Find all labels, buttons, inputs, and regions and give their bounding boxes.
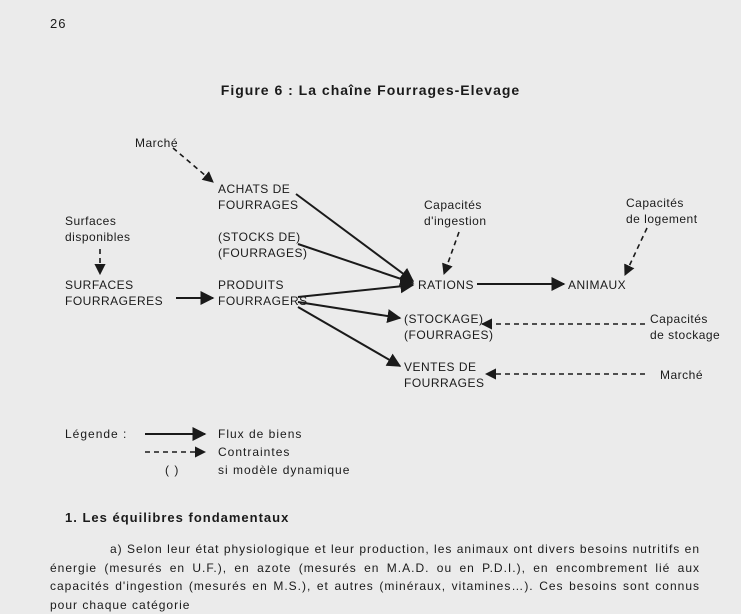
section-heading: 1. Les équilibres fondamentaux [65, 510, 289, 525]
edge-produits_fourragers-rations [298, 285, 413, 297]
legend-dyn-symbol: ( ) [165, 463, 179, 477]
legend-contraintes: Contraintes [218, 445, 290, 459]
page: 26 Figure 6 : La chaîne Fourrages-Elevag… [0, 0, 741, 614]
edge-marche_top-achats [173, 148, 213, 182]
body-paragraph: a) Selon leur état physiologique et leur… [50, 540, 700, 614]
edge-capacites_ingestion-rations [444, 232, 459, 274]
edge-stocks_de-rations [298, 244, 413, 283]
edge-achats-rations [296, 194, 413, 281]
legend-label: Légende : [65, 427, 127, 441]
legend-dynamique: si modèle dynamique [218, 463, 350, 477]
edge-capacites_logement-animaux [625, 228, 647, 275]
legend-flux: Flux de biens [218, 427, 302, 441]
